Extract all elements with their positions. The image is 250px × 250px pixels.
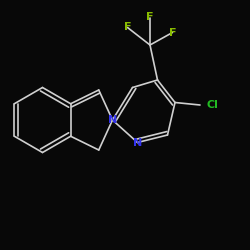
Text: N: N <box>108 115 117 125</box>
Text: N: N <box>133 138 142 147</box>
Text: F: F <box>124 22 131 32</box>
Text: F: F <box>169 28 176 38</box>
Text: Cl: Cl <box>206 100 218 110</box>
Text: F: F <box>146 12 154 22</box>
